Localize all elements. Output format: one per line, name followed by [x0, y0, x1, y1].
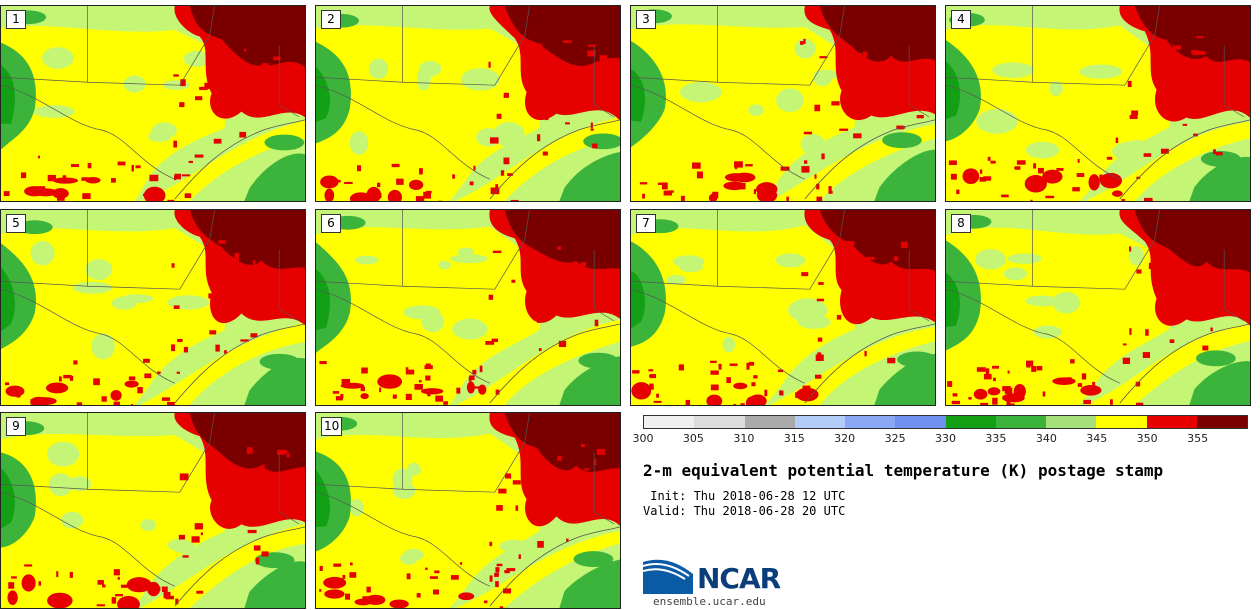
member-number: 8 — [951, 214, 971, 233]
colorbar-tick-label: 355 — [1187, 432, 1209, 445]
ensemble-member-map: 7 — [630, 209, 936, 406]
colorbar — [643, 415, 1248, 429]
temperature-field-map — [946, 210, 1250, 405]
member-number: 1 — [6, 10, 26, 29]
colorbar-tick-label: 330 — [935, 432, 956, 445]
ensemble-member-map: 2 — [315, 5, 621, 202]
colorbar-swatch — [1196, 416, 1247, 428]
colorbar-swatch — [895, 416, 946, 428]
colorbar-tick-label: 315 — [783, 432, 805, 445]
temperature-field-map — [316, 210, 620, 405]
temperature-field-map — [631, 6, 935, 201]
colorbar-tick-label: 300 — [632, 432, 654, 445]
temperature-field-map — [1, 413, 305, 608]
colorbar-tick-label: 310 — [733, 432, 755, 445]
ensemble-member-map: 5 — [0, 209, 306, 406]
temperature-field-map — [631, 210, 935, 405]
member-number: 3 — [636, 10, 656, 29]
colorbar-swatch — [1046, 416, 1097, 428]
member-number: 6 — [321, 214, 341, 233]
ncar-logo-icon — [643, 559, 693, 594]
ensemble-member-map: 6 — [315, 209, 621, 406]
colorbar-swatch — [694, 416, 745, 428]
colorbar-swatch — [945, 416, 996, 428]
colorbar-tick-label: 320 — [834, 432, 856, 445]
chart-title: 2-m equivalent potential temperature (K)… — [643, 461, 1164, 480]
colorbar-tick-label: 340 — [1035, 432, 1057, 445]
colorbar-tick-label: 325 — [884, 432, 906, 445]
colorbar-swatch — [1146, 416, 1197, 428]
temperature-field-map — [1, 210, 305, 405]
member-number: 7 — [636, 214, 656, 233]
member-number: 5 — [6, 214, 26, 233]
colorbar-swatch — [644, 416, 695, 428]
colorbar-swatch — [845, 416, 896, 428]
member-number: 4 — [951, 10, 971, 29]
colorbar-tick-label: 335 — [985, 432, 1007, 445]
ensemble-member-map: 8 — [945, 209, 1251, 406]
ensemble-member-map: 9 — [0, 412, 306, 609]
colorbar-tick-label: 350 — [1136, 432, 1158, 445]
member-number: 9 — [6, 417, 26, 436]
temperature-field-map — [316, 413, 620, 608]
logo-text: NCAR — [697, 562, 781, 595]
temperature-field-map — [316, 6, 620, 201]
colorbar-swatch — [1096, 416, 1147, 428]
colorbar-swatch — [995, 416, 1046, 428]
logo-url: ensemble.ucar.edu — [653, 595, 766, 608]
colorbar-swatch — [744, 416, 795, 428]
ensemble-member-map: 3 — [630, 5, 936, 202]
colorbar-ticks: 300 305 310 315 320 325 330 335 340 345 350 355 — [633, 432, 1248, 448]
ensemble-member-map: 1 — [0, 5, 306, 202]
member-number: 10 — [321, 417, 343, 436]
colorbar-tick-label: 345 — [1086, 432, 1108, 445]
member-number: 2 — [321, 10, 341, 29]
init-time: Init: Thu 2018-06-28 12 UTC — [643, 489, 846, 503]
colorbar-tick-label: 305 — [682, 432, 704, 445]
ensemble-member-map: 4 — [945, 5, 1251, 202]
temperature-field-map — [946, 6, 1250, 201]
temperature-field-map — [1, 6, 305, 201]
ensemble-member-map: 10 — [315, 412, 621, 609]
valid-time: Valid: Thu 2018-06-28 20 UTC — [643, 504, 846, 518]
colorbar-swatch — [794, 416, 845, 428]
